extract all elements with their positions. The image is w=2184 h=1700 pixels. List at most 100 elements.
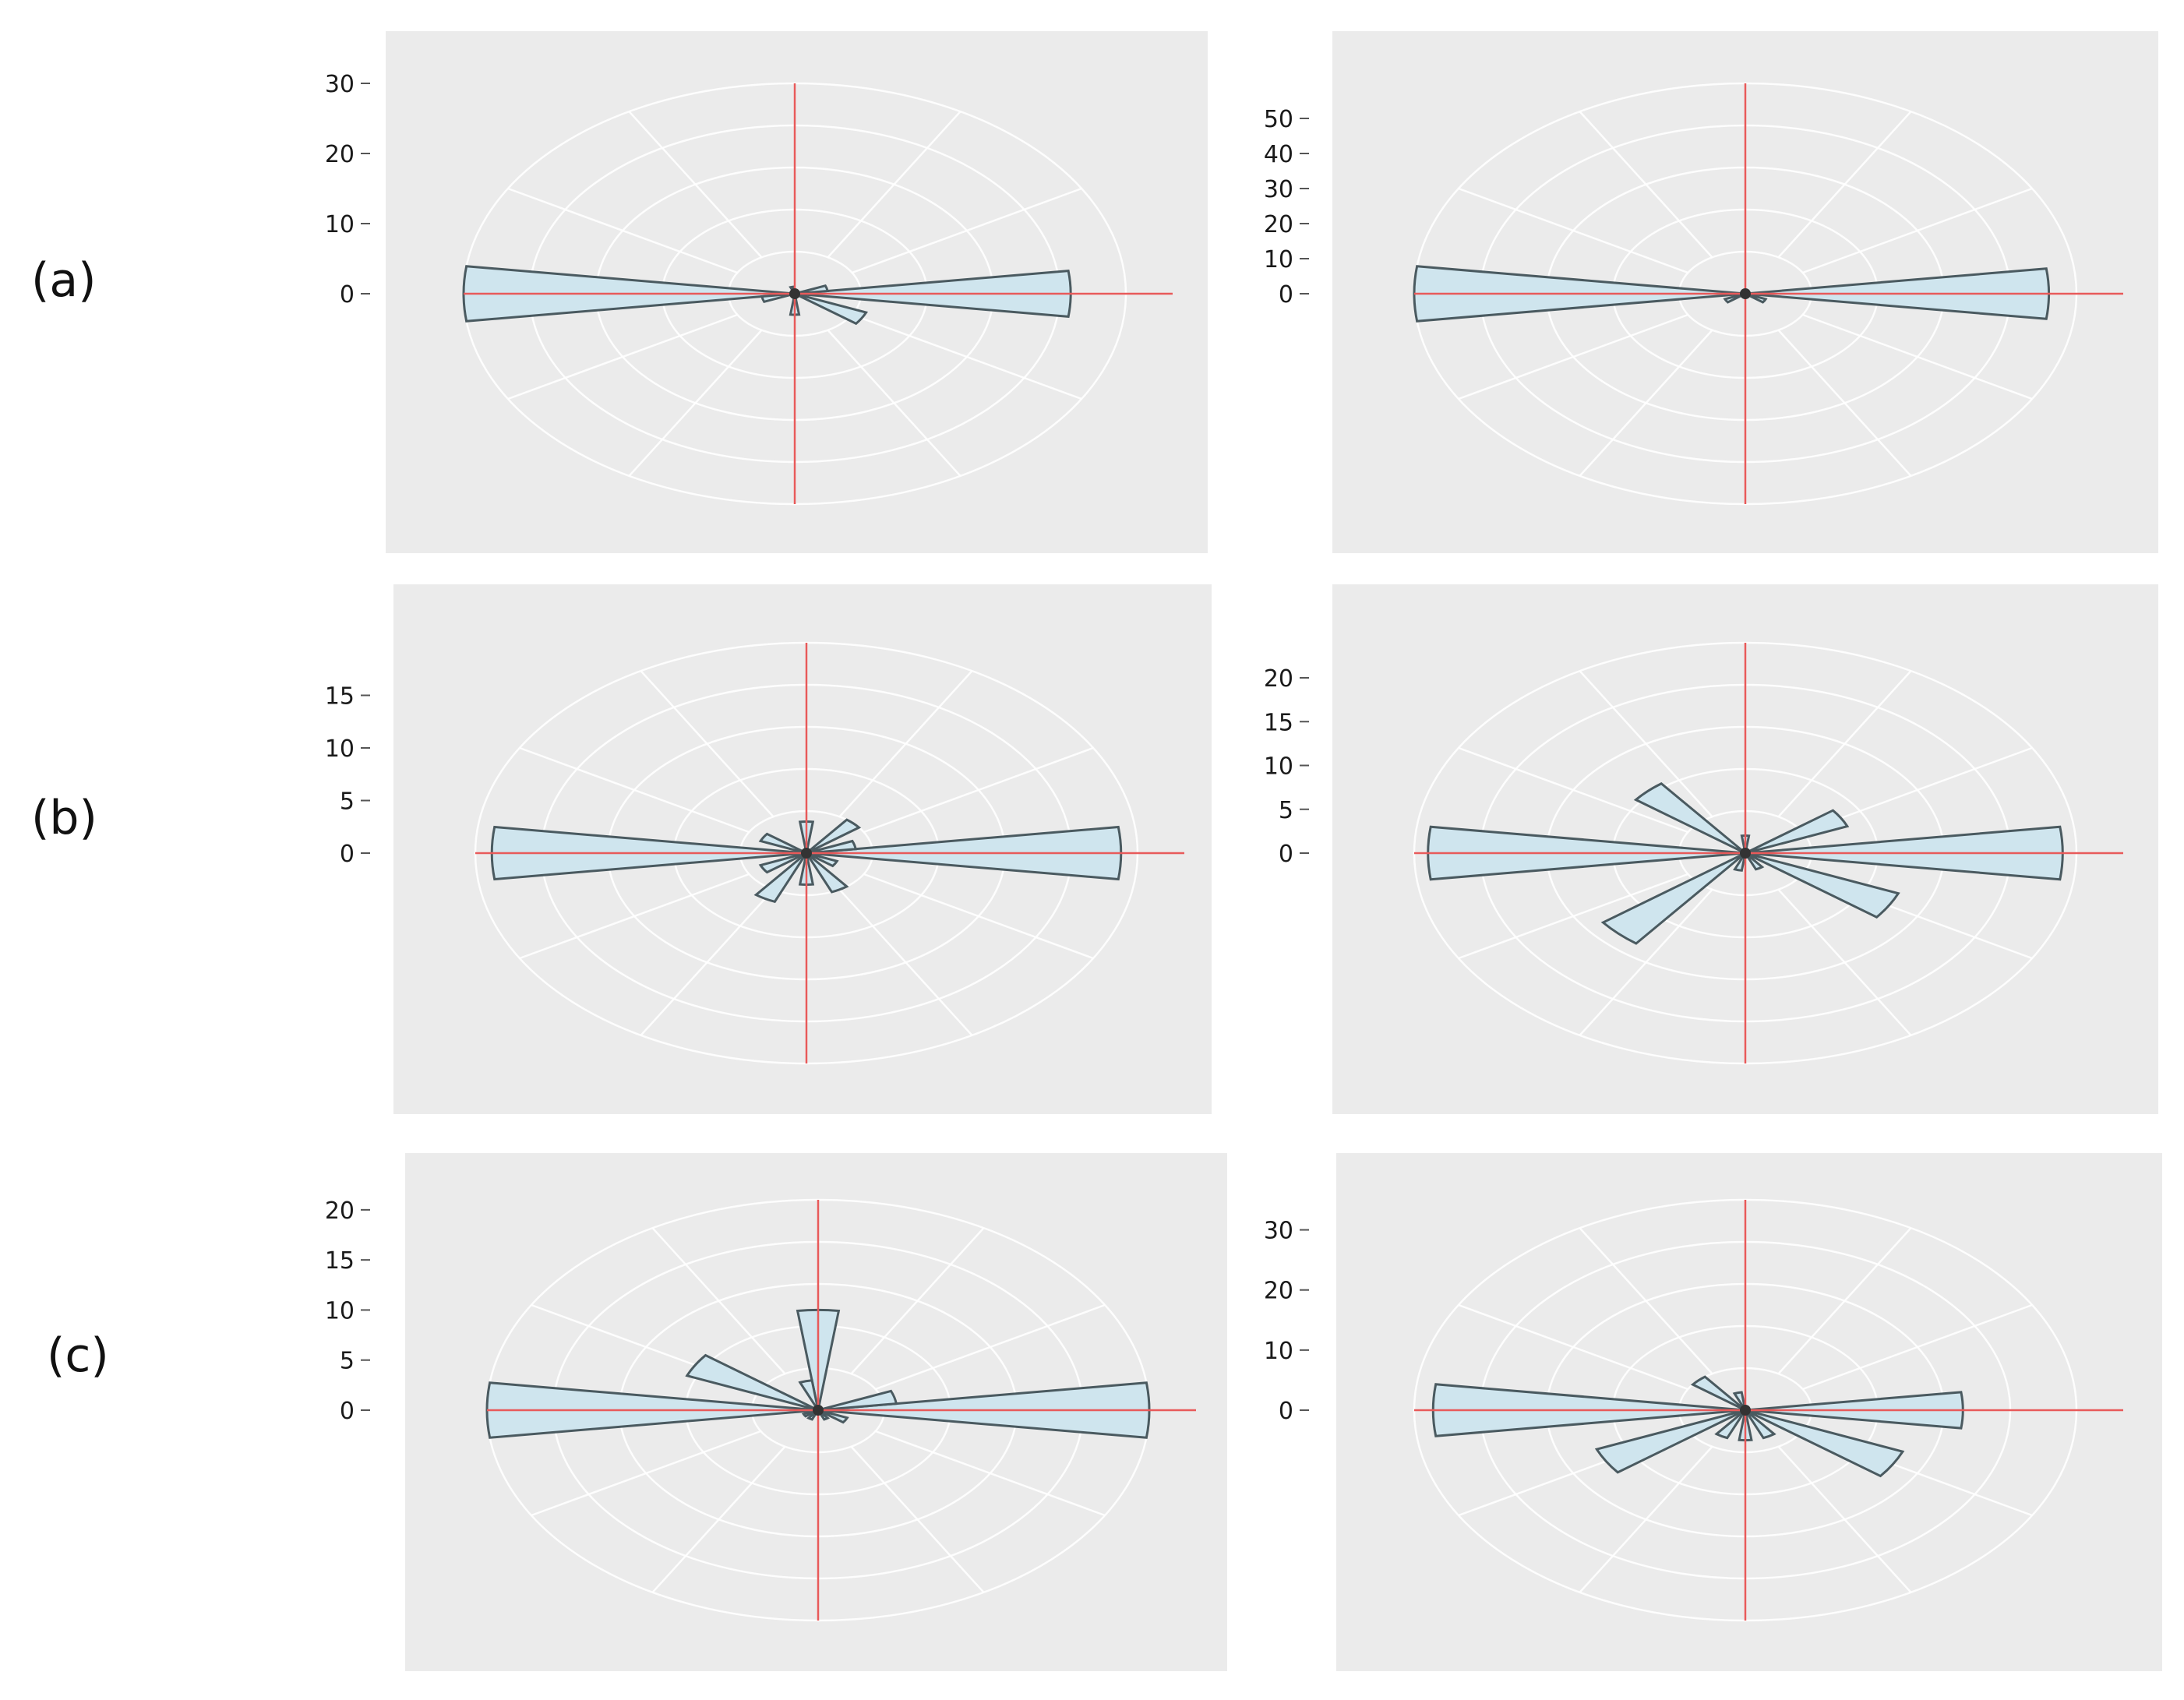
center-dot — [801, 848, 812, 859]
y-tick-label: 15 — [1264, 709, 1293, 736]
y-tick-label: 30 — [1264, 1218, 1293, 1245]
grid-spoke — [1458, 873, 1688, 960]
grid-spoke — [640, 888, 774, 1036]
rose-petal — [798, 1379, 820, 1411]
rose-petal — [1690, 1375, 1746, 1412]
grid-spoke — [651, 1227, 786, 1375]
y-tick-label: 50 — [1264, 106, 1293, 133]
y-tick-label: 40 — [1264, 141, 1293, 168]
y-tick-label: 20 — [1264, 665, 1293, 693]
grid-spoke — [1458, 746, 1688, 834]
rose-petal — [1600, 852, 1746, 945]
rose-petal — [758, 832, 807, 855]
y-tick-label: 0 — [340, 841, 355, 868]
grid-spoke — [640, 670, 774, 818]
grid-spoke — [863, 746, 1094, 834]
grid-spoke — [1802, 187, 2033, 274]
center-dot — [789, 288, 800, 299]
y-tick-label: 10 — [1264, 246, 1293, 273]
grid-spoke — [852, 313, 1082, 400]
y-tick-label: 20 — [325, 141, 355, 168]
y-tick-label: 0 — [1279, 841, 1293, 868]
grid-spoke — [1579, 670, 1713, 818]
crosshair-layer — [1414, 643, 2123, 1063]
y-axis: 0 5 10 15 20 — [1264, 665, 1309, 868]
grid-spoke — [875, 1430, 1106, 1517]
rose-petal — [1723, 292, 1746, 304]
y-tick-label: 15 — [325, 683, 355, 711]
grid-spoke — [1802, 1303, 2033, 1391]
y-axis: 0 5 10 15 20 — [325, 1197, 370, 1425]
y-tick-label: 5 — [340, 788, 355, 816]
row-label-c: (c) — [47, 1328, 109, 1383]
rose-petal — [1744, 1409, 1776, 1440]
y-tick-label: 15 — [325, 1247, 355, 1275]
y-tick-label: 10 — [1264, 753, 1293, 781]
grid-spoke — [850, 1445, 985, 1593]
y-tick-label: 10 — [1264, 1338, 1293, 1365]
grid-spoke — [1802, 313, 2033, 400]
crosshair-layer — [487, 1200, 1196, 1621]
grid-spoke — [875, 1303, 1106, 1391]
rose-petal — [685, 1353, 819, 1412]
y-tick-label: 30 — [1264, 176, 1293, 203]
y-tick-label: 10 — [325, 1297, 355, 1324]
grid-spoke — [827, 111, 961, 259]
grid-spoke — [1777, 1227, 1912, 1375]
row-label-b: (b) — [31, 791, 97, 845]
y-tick-label: 10 — [325, 211, 355, 238]
y-axis: 0 10 20 30 — [325, 71, 370, 309]
y-tick-label: 5 — [1279, 797, 1293, 824]
center-dot — [813, 1405, 824, 1416]
y-tick-label: 5 — [340, 1348, 355, 1375]
rose-petal — [1745, 809, 1850, 855]
rose-petal — [1594, 1409, 1746, 1474]
y-tick-label: 10 — [325, 735, 355, 763]
y-tick-label: 30 — [325, 71, 355, 98]
grid-spoke — [1579, 888, 1713, 1036]
rose-petal — [753, 852, 808, 904]
grid-spoke — [651, 1445, 786, 1593]
grid-spoke — [1458, 313, 1688, 400]
rose-petal — [806, 839, 858, 855]
crosshair-layer — [1414, 83, 2123, 504]
rose-petal — [806, 818, 862, 855]
grid-spoke — [850, 1227, 985, 1375]
rose-petal — [794, 292, 869, 326]
grid-spoke — [507, 313, 738, 400]
grid-spoke — [1777, 329, 1912, 477]
y-tick-label: 20 — [325, 1197, 355, 1225]
y-tick-label: 0 — [1279, 1398, 1293, 1425]
rose-petal — [1744, 852, 1765, 871]
y-tick-label: 0 — [340, 1398, 355, 1425]
grid-spoke — [1579, 1227, 1713, 1375]
y-tick-label: 0 — [340, 281, 355, 309]
center-dot — [1740, 848, 1751, 859]
row-label-a: (a) — [31, 253, 97, 308]
grid-spoke — [1458, 1303, 1688, 1391]
rose-petal — [806, 852, 839, 868]
grid-spoke — [628, 111, 763, 259]
y-axis: 0 5 10 15 — [325, 683, 370, 868]
y-tick-label: 20 — [1264, 1278, 1293, 1305]
grid-spoke — [1579, 1445, 1713, 1593]
rose-petal — [805, 852, 849, 894]
rose-petal — [1714, 1409, 1747, 1440]
rose-petal — [1745, 1409, 1905, 1478]
center-dot — [1740, 288, 1751, 299]
grid-spoke — [1458, 187, 1688, 274]
grid-spoke — [1777, 1445, 1912, 1593]
grid-spoke — [628, 329, 763, 477]
grid-spoke — [531, 1430, 761, 1517]
y-tick-label: 0 — [1279, 281, 1293, 309]
grid-spoke — [507, 187, 738, 274]
grid-spoke — [519, 873, 750, 960]
rose-petal — [758, 852, 807, 874]
grid-spoke — [519, 746, 750, 834]
crosshair-layer — [464, 83, 1173, 504]
